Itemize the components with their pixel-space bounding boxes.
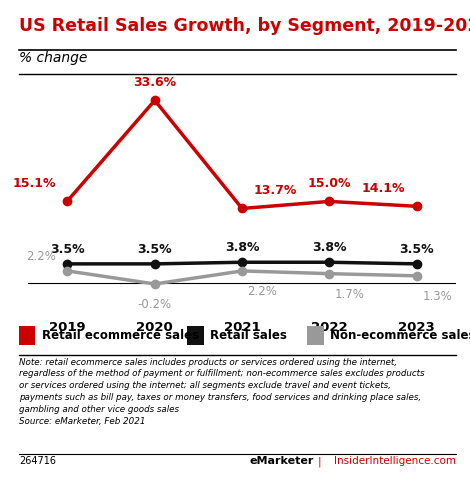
Text: 3.5%: 3.5% xyxy=(50,242,85,256)
Text: 264716: 264716 xyxy=(19,456,56,466)
Bar xyxy=(187,326,204,345)
Text: Note: retail ecommerce sales includes products or services ordered using the int: Note: retail ecommerce sales includes pr… xyxy=(19,358,424,425)
Bar xyxy=(19,326,35,345)
Text: 2.2%: 2.2% xyxy=(26,250,56,262)
Text: 3.5%: 3.5% xyxy=(400,242,434,256)
Text: |: | xyxy=(318,456,321,467)
Text: 13.7%: 13.7% xyxy=(253,185,297,197)
Text: 2.2%: 2.2% xyxy=(248,285,277,298)
Bar xyxy=(307,326,324,345)
Text: Retail ecommerce sales: Retail ecommerce sales xyxy=(41,329,199,342)
Text: 3.5%: 3.5% xyxy=(137,242,172,256)
Text: 15.0%: 15.0% xyxy=(307,177,351,190)
Text: US Retail Sales Growth, by Segment, 2019-2023: US Retail Sales Growth, by Segment, 2019… xyxy=(19,17,470,35)
Text: eMarketer: eMarketer xyxy=(250,456,314,466)
Text: Non-ecommerce sales: Non-ecommerce sales xyxy=(330,329,470,342)
Text: % change: % change xyxy=(19,51,87,65)
Text: 1.3%: 1.3% xyxy=(422,290,452,303)
Text: 14.1%: 14.1% xyxy=(362,182,406,195)
Text: 3.8%: 3.8% xyxy=(312,241,346,254)
Text: 15.1%: 15.1% xyxy=(13,177,56,190)
Text: 1.7%: 1.7% xyxy=(335,288,365,301)
Text: 33.6%: 33.6% xyxy=(133,76,176,89)
Text: -0.2%: -0.2% xyxy=(138,298,172,311)
Text: InsiderIntelligence.com: InsiderIntelligence.com xyxy=(334,456,456,466)
Text: 3.8%: 3.8% xyxy=(225,241,259,254)
Text: Retail sales: Retail sales xyxy=(210,329,287,342)
